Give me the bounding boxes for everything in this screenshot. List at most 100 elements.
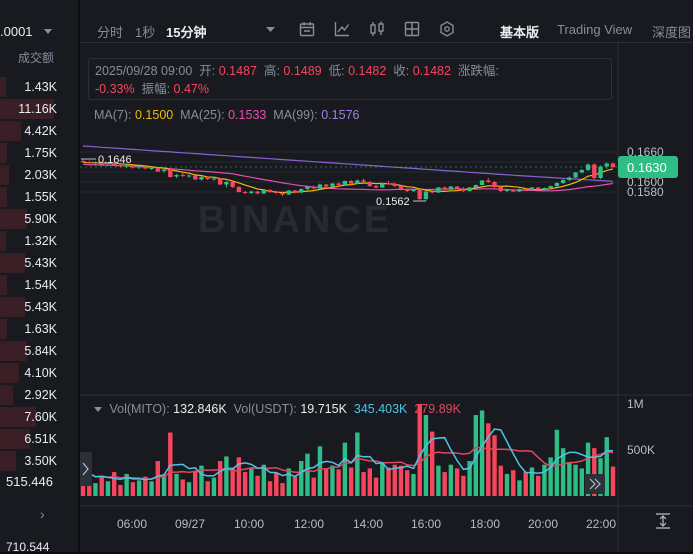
volume-bar — [542, 464, 547, 496]
candle-body — [311, 186, 316, 189]
turnover-row[interactable]: 1.63K — [0, 318, 60, 340]
volume-collapse-icon[interactable] — [94, 407, 102, 413]
draw-line-icon[interactable] — [334, 21, 350, 37]
turnover-row[interactable]: 1.32K — [0, 230, 60, 252]
turnover-depth-bar — [0, 143, 8, 163]
turnover-row[interactable]: 4.10K — [0, 362, 60, 384]
candle-body — [93, 162, 98, 164]
volume-bar — [498, 465, 503, 496]
candle-body — [249, 191, 254, 193]
candle-body — [492, 182, 497, 187]
price-tick-label: 0.1660 — [627, 145, 664, 159]
volume-bar — [336, 469, 341, 496]
turnover-row[interactable]: 1.75K — [0, 142, 60, 164]
turnover-depth-bar — [0, 385, 14, 405]
turnover-value: 11.16K — [18, 102, 57, 116]
info-close-label: 收: — [393, 64, 410, 78]
volume-bar — [585, 442, 591, 496]
candle-body — [80, 161, 86, 162]
chevron-right-icon[interactable]: › — [40, 506, 45, 522]
volume-bar — [242, 472, 248, 496]
turnover-value: 1.63K — [24, 322, 57, 336]
volume-bar — [105, 481, 111, 496]
kline-chart[interactable]: BINANCE0.16460.15620.16600.16400.16200.1… — [80, 0, 693, 552]
info-high: 0.1489 — [283, 64, 322, 78]
turnover-row[interactable]: 5.90K — [0, 208, 60, 230]
candle-body — [224, 182, 229, 185]
interval-15m-tab[interactable]: 15分钟 — [166, 25, 207, 40]
turnover-value: 5.43K — [24, 256, 57, 270]
turnover-row[interactable]: 5.43K — [0, 252, 60, 274]
turnover-value: 2.03K — [24, 168, 57, 182]
candle-body — [180, 175, 185, 176]
interval-1s-tab[interactable]: 1秒 — [135, 25, 156, 40]
interval-timeline-tab[interactable]: 分时 — [97, 25, 124, 40]
volume-legend: Vol(MITO): 132.846K Vol(USDT): 19.715K 3… — [94, 402, 461, 416]
volume-bar — [87, 479, 92, 496]
turnover-row[interactable]: 3.50K — [0, 450, 60, 472]
volume-bar — [274, 473, 279, 496]
turnover-row[interactable]: 6.51K — [0, 428, 60, 450]
candle-type-icon[interactable] — [369, 21, 385, 37]
volume-bar — [361, 472, 366, 496]
turnover-row[interactable]: 1.54K — [0, 274, 60, 296]
turnover-row[interactable]: 2.92K — [0, 384, 60, 406]
view-basic-tab[interactable]: 基本版 — [500, 25, 540, 40]
candle-body — [348, 181, 354, 184]
volume-bar — [448, 464, 454, 496]
volume-bar — [579, 468, 585, 496]
turnover-row[interactable]: 5.84K — [0, 340, 60, 362]
candle-body — [286, 190, 291, 195]
price-caret-icon[interactable] — [44, 29, 52, 34]
candle-body — [161, 169, 167, 171]
low-annotation: 0.1562 — [376, 196, 410, 208]
time-tick-label: 12:00 — [294, 517, 324, 531]
volume-bar — [511, 470, 516, 496]
candle-body — [592, 164, 597, 178]
volume-bar — [592, 448, 597, 496]
price-tick-label: 0.1580 — [627, 185, 664, 199]
turnover-row[interactable]: 1.43K — [0, 76, 60, 98]
candle-body — [111, 163, 117, 165]
turnover-row[interactable]: 2.03K — [0, 164, 60, 186]
ma99-label: MA(99): — [273, 108, 318, 122]
layout-icon[interactable] — [404, 21, 420, 37]
view-tradingview-tab[interactable]: Trading View — [557, 22, 633, 37]
info-low-label: 低: — [328, 64, 345, 78]
turnover-row[interactable]: 1.55K — [0, 186, 60, 208]
candle-body — [604, 163, 609, 167]
turnover-row[interactable]: 4.42K — [0, 120, 60, 142]
settings-hex-icon[interactable] — [439, 21, 455, 37]
candle-body — [523, 189, 528, 190]
volume-bar — [554, 429, 560, 496]
turnover-row[interactable]: 7.60K — [0, 406, 60, 428]
candle-body — [411, 189, 416, 191]
dropdown-caret-icon[interactable] — [266, 27, 275, 33]
volume-bar — [180, 479, 185, 496]
view-depth-tab[interactable]: 深度图 — [652, 25, 692, 40]
volume-bar — [292, 476, 298, 496]
turnover-value: 2.92K — [24, 388, 57, 402]
candle-body — [542, 188, 547, 190]
order-book-column: .0001 成交额 1.43K 11.16K 4.42K 1.75K 2.03K 1.55… — [0, 0, 78, 554]
turnover-depth-bar — [0, 451, 17, 471]
info-date: 2025/09/28 09:00 — [95, 64, 193, 78]
turnover-row[interactable]: 11.16K — [0, 98, 60, 120]
candle-body — [230, 182, 235, 187]
candle-body — [442, 187, 447, 190]
candle-body — [292, 190, 298, 193]
candle-body — [87, 162, 92, 164]
candle-body — [529, 187, 535, 190]
candle-body — [386, 183, 391, 185]
candle-body — [454, 186, 460, 189]
turnover-value: 1.75K — [24, 146, 57, 160]
calendar-indicator-icon[interactable] — [299, 21, 315, 37]
volume-bar — [573, 464, 578, 496]
ma99-value: 0.1576 — [321, 108, 360, 122]
turnover-depth-bar — [0, 363, 20, 383]
volume-bar — [168, 432, 173, 496]
volume-bar — [124, 473, 129, 496]
candle-body — [136, 166, 142, 168]
turnover-row[interactable]: 5.43K — [0, 296, 60, 318]
candle-body — [436, 187, 441, 193]
